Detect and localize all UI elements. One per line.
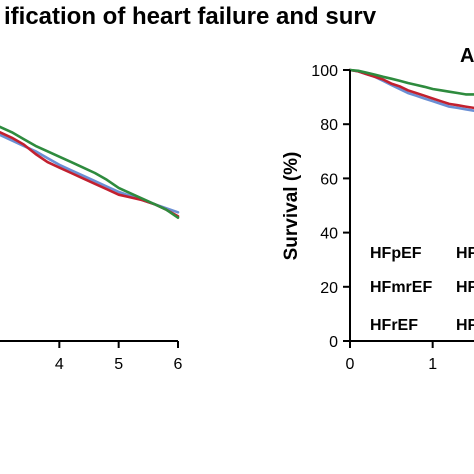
- right-y-tick-label: 40: [320, 226, 338, 243]
- left-panel: 4 5 6: [0, 125, 183, 373]
- right-y-tick-label: 80: [320, 117, 338, 134]
- right-series-line-hfmref: [348, 68, 474, 110]
- right-x-tick-label: 1: [428, 356, 437, 373]
- legend-item-hfmref-cont: HF: [456, 279, 474, 296]
- legend: HFpEF HF HFmrEF HF HFrEF HF: [370, 245, 474, 334]
- left-series-line: [0, 125, 180, 219]
- right-y-tick-label: 60: [320, 171, 338, 188]
- legend-item-hfref: HFrEF: [370, 317, 418, 334]
- right-y-tick-label: 100: [311, 63, 338, 80]
- right-x-tick-label: 0: [346, 356, 355, 373]
- figure-title: ification of heart failure and surv: [4, 3, 377, 30]
- legend-item-hfmref: HFmrEF: [370, 279, 432, 296]
- right-y-tick-label: 20: [320, 280, 338, 297]
- left-curves: [0, 125, 180, 219]
- left-x-tick-label: 5: [114, 356, 123, 373]
- right-series-line-hfref: [348, 68, 474, 96]
- left-x-ticks: 4 5 6: [55, 341, 183, 373]
- y-axis-title: Survival (%): [281, 152, 302, 261]
- left-x-tick-label: 4: [55, 356, 64, 373]
- right-y-ticks: 0 20 40 60 80 100: [311, 63, 350, 351]
- legend-item-hfpef: HFpEF: [370, 245, 422, 262]
- right-y-tick-label: 0: [329, 334, 338, 351]
- left-x-tick-label: 6: [174, 356, 183, 373]
- legend-item-hfref-cont: HF: [456, 317, 474, 334]
- right-curves: [348, 68, 474, 112]
- panel-label: A: [460, 45, 474, 67]
- legend-item-hfpef-cont: HF: [456, 245, 474, 262]
